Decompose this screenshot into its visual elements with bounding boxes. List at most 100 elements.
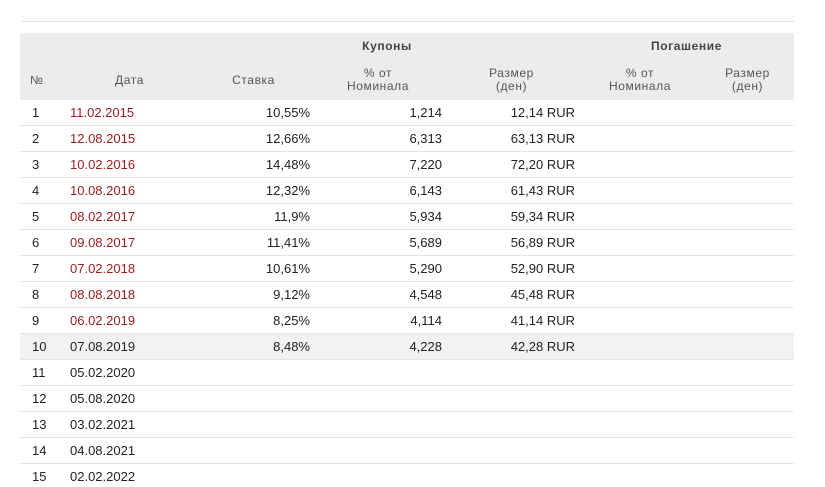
redemption-size — [701, 229, 795, 256]
coupon-number: 4 — [20, 177, 64, 204]
redemption-size — [701, 151, 795, 178]
table-row: 7 07.02.2018 10,61% 5,290 52,90 RUR — [20, 255, 795, 282]
table-row: 9 06.02.2019 8,25% 4,114 41,14 RUR — [20, 307, 795, 334]
coupon-number: 5 — [20, 203, 64, 230]
header-group-row: Купоны Погашение — [20, 33, 795, 60]
redemption-size — [701, 385, 795, 412]
coupon-rate — [195, 411, 312, 438]
coupon-number: 8 — [20, 281, 64, 308]
coupon-size: 61,43 RUR — [444, 177, 579, 204]
header-redemption-size[interactable]: Размер (ден) — [701, 60, 795, 100]
header-group-redemption: Погашение — [579, 33, 795, 60]
redemption-pct — [579, 151, 701, 178]
coupon-pct-nominal: 4,228 — [312, 333, 444, 360]
coupon-rate: 10,61% — [195, 255, 312, 282]
coupon-size: 59,34 RUR — [444, 203, 579, 230]
table-row: 12 05.08.2020 — [20, 385, 795, 412]
redemption-pct — [579, 281, 701, 308]
coupon-number: 6 — [20, 229, 64, 256]
redemption-size — [701, 359, 795, 386]
coupon-number: 14 — [20, 437, 64, 464]
coupon-pct-nominal: 5,689 — [312, 229, 444, 256]
coupon-pct-nominal — [312, 359, 444, 386]
coupon-rate: 12,32% — [195, 177, 312, 204]
redemption-size — [701, 281, 795, 308]
table-row: 5 08.02.2017 11,9% 5,934 59,34 RUR — [20, 203, 795, 230]
coupon-size — [444, 411, 579, 438]
coupon-rate: 8,48% — [195, 333, 312, 360]
header-size-line2: (ден) — [495, 79, 528, 93]
coupon-pct-nominal: 6,313 — [312, 125, 444, 152]
coupon-rate: 12,66% — [195, 125, 312, 152]
coupon-number: 2 — [20, 125, 64, 152]
redemption-pct — [579, 229, 701, 256]
coupon-date: 10.08.2016 — [64, 177, 195, 204]
header-redemption-pct[interactable]: % от Номинала — [579, 60, 701, 100]
coupon-table: Купоны Погашение № Дата Ставка % от Номи… — [20, 33, 795, 487]
coupon-date: 08.08.2018 — [64, 281, 195, 308]
redemption-pct — [579, 333, 701, 360]
header-blank — [20, 33, 64, 60]
coupon-rate — [195, 359, 312, 386]
coupon-rate: 8,25% — [195, 307, 312, 334]
header-blank — [64, 33, 195, 60]
coupon-date: 12.08.2015 — [64, 125, 195, 152]
coupon-date: 10.02.2016 — [64, 151, 195, 178]
coupon-pct-nominal: 6,143 — [312, 177, 444, 204]
redemption-size — [701, 333, 795, 360]
coupon-pct-nominal — [312, 463, 444, 487]
coupon-date: 11.02.2015 — [64, 100, 195, 126]
coupon-date: 03.02.2021 — [64, 411, 195, 438]
coupon-date: 05.02.2020 — [64, 359, 195, 386]
coupon-size — [444, 437, 579, 464]
coupon-size: 56,89 RUR — [444, 229, 579, 256]
redemption-size — [701, 307, 795, 334]
header-date[interactable]: Дата — [64, 60, 195, 100]
coupon-rate: 9,12% — [195, 281, 312, 308]
header-pct-nominal-line2: Номинала — [346, 79, 410, 93]
coupon-number: 3 — [20, 151, 64, 178]
coupon-date: 09.08.2017 — [64, 229, 195, 256]
coupon-date: 04.08.2021 — [64, 437, 195, 464]
redemption-pct — [579, 463, 701, 487]
table-row: 14 04.08.2021 — [20, 437, 795, 464]
table-row: 4 10.08.2016 12,32% 6,143 61,43 RUR — [20, 177, 795, 204]
header-pct-nominal-line1: % от — [363, 66, 393, 80]
coupon-date: 06.02.2019 — [64, 307, 195, 334]
coupon-pct-nominal: 4,114 — [312, 307, 444, 334]
redemption-size — [701, 100, 795, 126]
header-pct-nominal[interactable]: % от Номинала — [312, 60, 444, 100]
divider — [22, 21, 794, 22]
redemption-size — [701, 411, 795, 438]
coupon-number: 12 — [20, 385, 64, 412]
redemption-pct — [579, 411, 701, 438]
redemption-pct — [579, 203, 701, 230]
coupon-rows: 1 11.02.2015 10,55% 1,214 12,14 RUR 2 12.08.20… — [20, 100, 795, 487]
coupon-rate — [195, 385, 312, 412]
coupon-size: 45,48 RUR — [444, 281, 579, 308]
header-number[interactable]: № — [20, 60, 64, 100]
header-size-line1: Размер — [489, 66, 534, 80]
redemption-pct — [579, 385, 701, 412]
redemption-size — [701, 177, 795, 204]
header-size[interactable]: Размер (ден) — [444, 60, 579, 100]
coupon-pct-nominal: 5,290 — [312, 255, 444, 282]
coupon-pct-nominal: 7,220 — [312, 151, 444, 178]
redemption-pct — [579, 437, 701, 464]
header-rate[interactable]: Ставка — [195, 60, 312, 100]
header-group-coupons: Купоны — [195, 33, 579, 60]
coupon-size — [444, 385, 579, 412]
coupon-size: 52,90 RUR — [444, 255, 579, 282]
coupon-date: 05.08.2020 — [64, 385, 195, 412]
table-row: 10 07.08.2019 8,48% 4,228 42,28 RUR — [20, 333, 795, 360]
table-row: 2 12.08.2015 12,66% 6,313 63,13 RUR — [20, 125, 795, 152]
coupon-number: 13 — [20, 411, 64, 438]
table-row: 13 03.02.2021 — [20, 411, 795, 438]
redemption-size — [701, 255, 795, 282]
coupon-pct-nominal — [312, 437, 444, 464]
coupon-pct-nominal: 5,934 — [312, 203, 444, 230]
coupon-rate — [195, 437, 312, 464]
redemption-pct — [579, 359, 701, 386]
coupon-number: 1 — [20, 100, 64, 126]
